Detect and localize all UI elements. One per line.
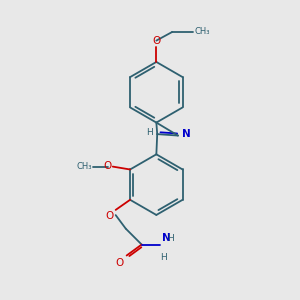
Text: O: O: [152, 35, 160, 46]
Text: CH₃: CH₃: [76, 162, 92, 171]
Text: CH₃: CH₃: [194, 27, 210, 36]
Text: O: O: [105, 211, 113, 221]
Text: N: N: [182, 129, 191, 139]
Text: H: H: [147, 128, 153, 137]
Text: H: H: [160, 253, 167, 262]
Text: H: H: [167, 234, 173, 243]
Text: O: O: [116, 258, 124, 268]
Text: N: N: [162, 233, 170, 243]
Text: O: O: [103, 161, 111, 171]
